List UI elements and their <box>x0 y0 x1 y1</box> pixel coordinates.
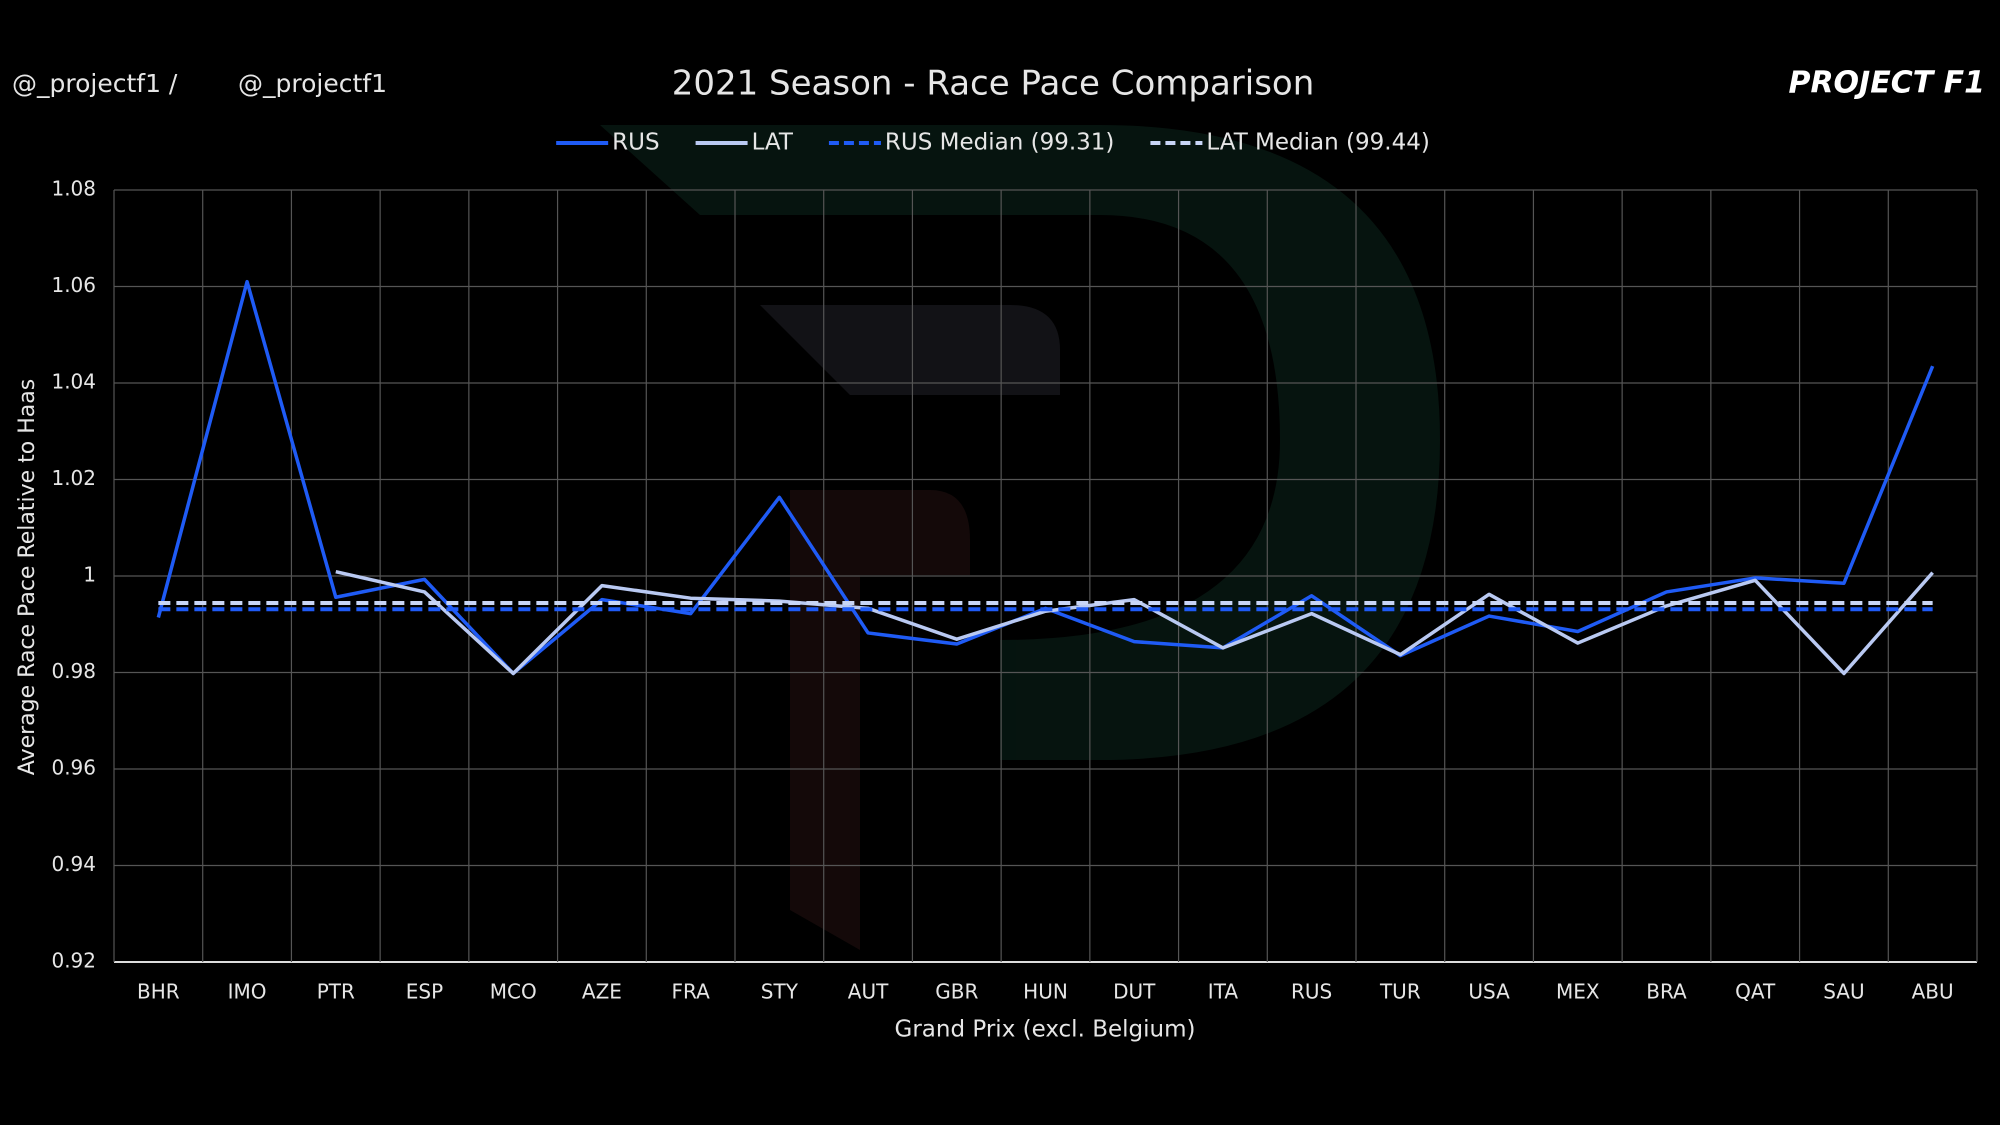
logo-text: PROJECT F1 <box>1788 66 1985 101</box>
x-tick-label: MCO <box>490 980 537 1004</box>
x-tick-label: ESP <box>406 980 443 1004</box>
x-tick-label: MEX <box>1556 980 1600 1004</box>
x-tick-label: QAT <box>1735 980 1776 1004</box>
y-tick-label: 0.98 <box>51 659 96 683</box>
x-tick-label: AUT <box>848 980 889 1004</box>
y-tick-label: 1.02 <box>51 466 96 490</box>
x-tick-label: FRA <box>672 980 711 1004</box>
twitter-handle[interactable]: @_projectf1 <box>238 69 387 98</box>
x-tick-label: ABU <box>1912 980 1954 1004</box>
y-tick-label: 1 <box>83 563 96 587</box>
y-tick-label: 1.06 <box>51 273 96 297</box>
x-tick-label: GBR <box>935 980 978 1004</box>
x-tick-label: BRA <box>1646 980 1687 1004</box>
x-tick-label: BHR <box>137 980 180 1004</box>
x-tick-label: USA <box>1468 980 1510 1004</box>
x-axis-label: Grand Prix (excl. Belgium) <box>895 1017 1196 1043</box>
x-tick-label: ITA <box>1208 980 1239 1004</box>
x-tick-label: PTR <box>317 980 355 1004</box>
x-tick-label: RUS <box>1291 980 1332 1004</box>
y-tick-label: 0.94 <box>51 852 96 876</box>
x-tick-label: TUR <box>1379 980 1421 1004</box>
watermark-shape <box>760 305 1060 395</box>
y-tick-label: 0.96 <box>51 756 96 780</box>
instagram-handle[interactable]: @_projectf1 / <box>12 69 178 98</box>
x-tick-label: SAU <box>1823 980 1864 1004</box>
y-tick-label: 1.04 <box>51 370 96 394</box>
chart-title: 2021 Season - Race Pace Comparison <box>672 64 1315 104</box>
x-tick-label: IMO <box>228 980 267 1004</box>
legend-label: LAT <box>752 130 794 156</box>
x-tick-label: STY <box>761 980 799 1004</box>
x-tick-label: DUT <box>1113 980 1156 1004</box>
series-line <box>335 569 1934 676</box>
legend-label: RUS Median (99.31) <box>885 130 1114 156</box>
legend-label: LAT Median (99.44) <box>1206 130 1429 156</box>
y-axis-label: Average Race Pace Relative to Haas <box>15 379 40 775</box>
y-tick-label: 1.08 <box>51 177 96 201</box>
x-tick-label: HUN <box>1023 980 1068 1004</box>
y-tick-label: 0.92 <box>51 949 96 973</box>
legend-label: RUS <box>612 130 659 156</box>
x-tick-label: AZE <box>582 980 622 1004</box>
